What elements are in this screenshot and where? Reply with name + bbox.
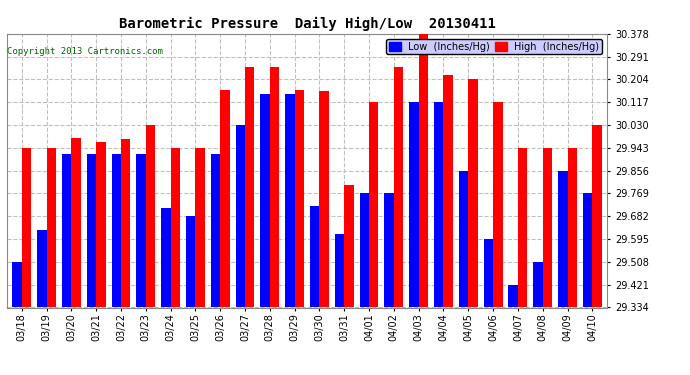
Bar [295,90,304,308]
Bar [170,148,180,308]
Bar [47,148,56,308]
Bar [518,148,527,308]
Bar [245,67,255,308]
Bar [384,194,394,308]
Bar [409,102,419,308]
Bar [146,125,155,308]
Bar [369,102,379,308]
Bar [12,262,22,308]
Bar [96,142,106,308]
Bar [583,194,592,308]
Bar [121,139,130,308]
Bar [220,90,230,308]
Bar [344,185,354,308]
Bar [394,67,403,308]
Bar [558,171,567,308]
Bar [459,171,469,308]
Bar [469,80,477,308]
Bar [62,154,71,308]
Bar [359,194,369,308]
Bar [310,206,319,308]
Bar [335,234,344,308]
Bar [270,67,279,308]
Bar [195,148,205,308]
Bar [260,93,270,308]
Bar [37,230,47,308]
Bar [137,154,146,308]
Bar [22,148,31,308]
Bar [319,91,329,308]
Bar [509,285,518,308]
Bar [543,148,552,308]
Bar [533,262,543,308]
Title: Barometric Pressure  Daily High/Low  20130411: Barometric Pressure Daily High/Low 20130… [119,17,495,31]
Bar [444,75,453,307]
Bar [285,93,295,308]
Bar [112,154,121,308]
Bar [87,154,96,308]
Bar [484,239,493,308]
Bar [186,216,195,308]
Bar [567,148,577,308]
Bar [493,102,502,308]
Bar [419,34,428,308]
Bar [592,125,602,308]
Bar [211,154,220,308]
Text: Copyright 2013 Cartronics.com: Copyright 2013 Cartronics.com [7,47,163,56]
Bar [434,102,444,308]
Legend: Low  (Inches/Hg), High  (Inches/Hg): Low (Inches/Hg), High (Inches/Hg) [386,39,602,54]
Bar [71,138,81,308]
Bar [161,209,170,308]
Bar [235,125,245,308]
